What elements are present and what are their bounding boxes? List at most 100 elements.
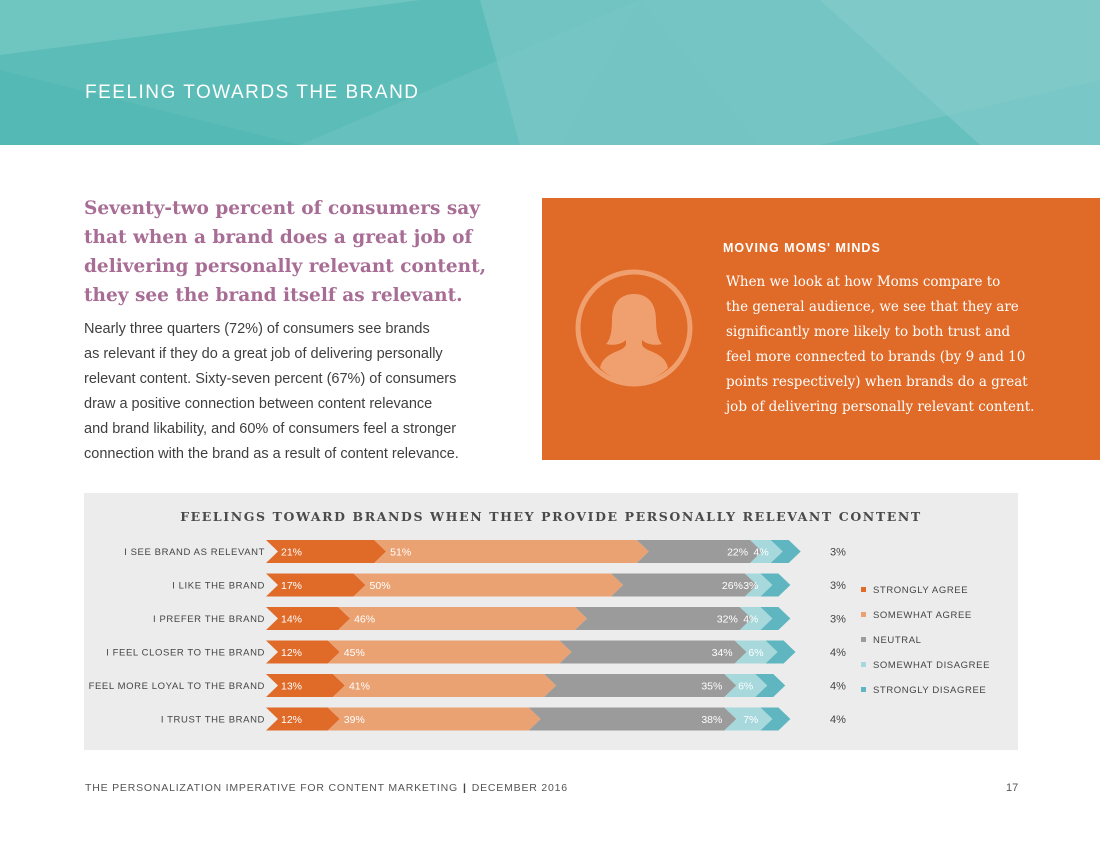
callout-body-line: the general audience, we see that they a… <box>726 299 1019 315</box>
data-label-outside: 3% <box>830 614 846 626</box>
legend-label: SOMEWHAT DISAGREE <box>873 660 990 671</box>
data-label: 26% <box>722 580 743 592</box>
bar-segment <box>750 540 783 563</box>
stacked-bar-chart: FEELINGS TOWARD BRANDS WHEN THEY PROVIDE… <box>84 509 990 731</box>
bar-segment <box>266 707 340 731</box>
data-label: 35% <box>701 681 722 693</box>
data-label: 45% <box>344 647 365 659</box>
intro-body-line: draw a positive connection between conte… <box>84 396 433 412</box>
bar-segment <box>266 674 345 697</box>
legend-swatch <box>861 637 866 642</box>
data-label: 12% <box>281 647 302 659</box>
data-label-outside: 3% <box>830 547 846 559</box>
data-label: 3% <box>743 580 758 592</box>
legend-label: NEUTRAL <box>873 635 922 646</box>
bar-segment <box>739 607 773 630</box>
bar-segment <box>734 640 778 664</box>
category-label: I LIKE THE BRAND <box>172 581 265 592</box>
data-label: 51% <box>390 547 411 559</box>
page-number: 17 <box>1006 782 1019 794</box>
category-label: I TRUST THE BRAND <box>161 715 265 726</box>
footer-date: DECEMBER 2016 <box>471 782 568 794</box>
bar-segment <box>353 573 624 597</box>
data-label: 4% <box>754 547 769 559</box>
bar-segment <box>374 540 649 563</box>
data-label: 14% <box>281 614 302 626</box>
chart-panel: FEELINGS TOWARD BRANDS WHEN THEY PROVIDE… <box>84 493 1018 750</box>
data-label-outside: 4% <box>830 714 846 726</box>
bar-segment <box>266 607 351 630</box>
footer: THE PERSONALIZATION IMPERATIVE FOR CONTE… <box>85 782 568 794</box>
legend-label: STRONGLY AGREE <box>873 585 968 596</box>
data-label: 46% <box>354 614 375 626</box>
legend-label: SOMEWHAT AGREE <box>873 610 972 621</box>
legend-swatch <box>861 612 866 617</box>
intro-body-line: relevant content. Sixty-seven percent (6… <box>84 371 457 387</box>
category-label: I SEE BRAND AS RELEVANT <box>124 547 265 558</box>
section-title: FEELING TOWARDS THE BRAND <box>85 82 420 103</box>
bar-segment <box>765 640 796 664</box>
data-label: 4% <box>743 614 758 626</box>
bar-segment <box>724 707 773 731</box>
data-label: 41% <box>349 681 370 693</box>
data-label-outside: 4% <box>830 647 846 659</box>
bar-segment <box>266 573 366 597</box>
legend-swatch <box>861 687 866 692</box>
legend-label: STRONGLY DISAGREE <box>873 685 986 696</box>
data-label: 39% <box>344 714 365 726</box>
data-label: 6% <box>748 647 763 659</box>
bar-segment <box>760 573 791 597</box>
intro-body-line: connection with the brand as a result of… <box>84 446 459 462</box>
bar-segment <box>770 540 801 563</box>
data-label: 17% <box>281 580 302 592</box>
callout-body-line: job of delivering personally relevant co… <box>726 399 1035 415</box>
intro-body-line: as relevant if they do a great job of de… <box>84 346 443 362</box>
intro-headline: Seventy-two percent of consumers say tha… <box>84 198 487 306</box>
bar-segment <box>266 640 340 664</box>
callout-body-line: When we look at how Moms compare to <box>726 274 1001 290</box>
header-banner <box>0 0 1100 145</box>
data-label: 38% <box>701 714 722 726</box>
footer-separator: | <box>462 782 467 794</box>
chart-title: FEELINGS TOWARD BRANDS WHEN THEY PROVIDE… <box>180 509 922 524</box>
bar-segment <box>544 674 737 697</box>
bar-segment <box>559 640 747 664</box>
callout-body: When we look at how Moms compare to the … <box>726 270 1034 420</box>
callout-body-line: feel more connected to brands (by 9 and … <box>726 349 1026 365</box>
data-label: 22% <box>727 547 748 559</box>
data-label: 7% <box>743 714 758 726</box>
bar-segment <box>327 640 572 664</box>
callout-body-line: significantly more likely to both trust … <box>726 324 1011 340</box>
bar-segment <box>611 573 757 597</box>
data-label: 21% <box>281 547 302 559</box>
bar-segment <box>724 674 768 697</box>
data-label: 34% <box>712 647 733 659</box>
data-label: 32% <box>717 614 738 626</box>
callout-heading: MOVING MOMS' MINDS <box>723 241 881 255</box>
bar-segment <box>760 607 791 630</box>
callout-body-line: points respectively) when brands do a gr… <box>726 374 1028 390</box>
moms-callout-box: MOVING MOMS' MINDS When we look at how M… <box>542 198 1100 460</box>
intro-body-line: and brand likability, and 60% of consume… <box>84 421 457 437</box>
mom-avatar-icon <box>575 269 693 387</box>
category-label: I FEEL MORE LOYAL TO THE BRAND <box>84 681 265 692</box>
intro-body-line: Nearly three quarters (72%) of consumers… <box>84 321 430 337</box>
bar-segment <box>636 540 763 563</box>
data-label: 13% <box>281 681 302 693</box>
bar-segment <box>528 707 737 731</box>
category-label: I FEEL CLOSER TO THE BRAND <box>106 648 265 659</box>
intro-body: Nearly three quarters (72%) of consumers… <box>84 317 484 467</box>
footer-publication: THE PERSONALIZATION IMPERATIVE FOR CONTE… <box>85 782 458 794</box>
bar-segment <box>332 674 557 697</box>
data-label: 6% <box>738 681 753 693</box>
banner-background <box>0 0 1100 145</box>
bar-segment <box>266 540 387 563</box>
bar-segment <box>575 607 752 630</box>
bar-segment <box>744 573 773 597</box>
data-label-outside: 3% <box>830 580 846 592</box>
data-label: 12% <box>281 714 302 726</box>
bar-segment <box>755 674 786 697</box>
bar-segment <box>338 607 587 630</box>
data-label-outside: 4% <box>830 681 846 693</box>
bar-segment <box>760 707 791 731</box>
